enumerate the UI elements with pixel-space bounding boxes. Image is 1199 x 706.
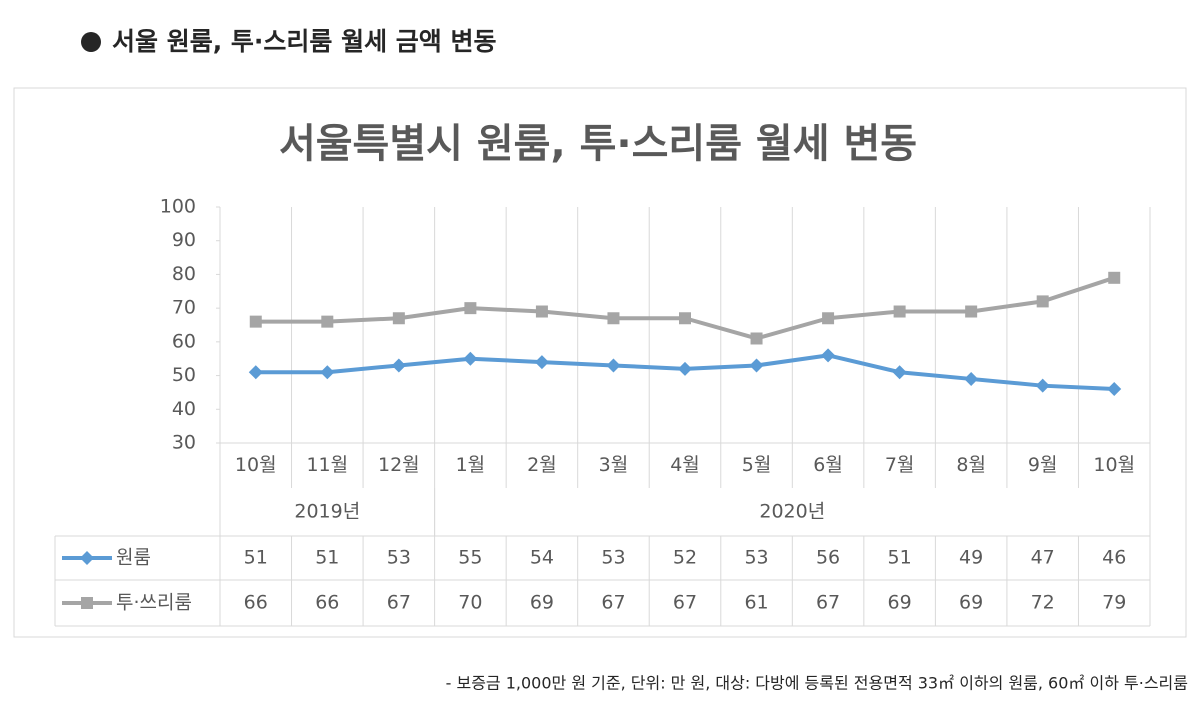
y-tick-label: 60 — [172, 330, 196, 352]
marker — [679, 312, 691, 325]
legend-marker — [80, 551, 94, 565]
table-value: 54 — [530, 547, 554, 569]
marker — [1036, 295, 1049, 308]
x-tick-label: 11월 — [306, 454, 348, 476]
series-line — [255, 275, 1115, 341]
x-tick-label: 10월 — [1093, 454, 1135, 476]
y-tick-label: 100 — [160, 196, 196, 218]
table-value: 70 — [458, 592, 482, 614]
table-value: 53 — [387, 547, 411, 569]
marker — [534, 355, 549, 370]
marker — [965, 305, 978, 318]
table-value: 56 — [816, 547, 840, 569]
heading: 서울 원룸, 투·스리룸 월세 금액 변동 — [112, 27, 497, 56]
marker — [964, 371, 979, 386]
legend-label: 투·쓰리룸 — [116, 592, 192, 614]
marker — [750, 332, 763, 345]
table-value: 67 — [816, 592, 840, 614]
x-tick-label: 6월 — [813, 454, 843, 476]
legend-label: 원룸 — [116, 547, 151, 569]
table-value: 53 — [601, 547, 625, 569]
marker — [1035, 378, 1050, 393]
table-value: 67 — [601, 592, 625, 614]
x-tick-label: 5월 — [742, 454, 772, 476]
table-value: 53 — [744, 547, 768, 569]
marker — [463, 351, 478, 366]
x-tick-label: 9월 — [1028, 454, 1058, 476]
table-value: 51 — [888, 547, 912, 569]
marker — [464, 302, 477, 315]
x-tick-label: 8월 — [956, 454, 986, 476]
marker — [822, 312, 835, 325]
marker — [1108, 271, 1121, 284]
chart-frame — [13, 87, 1187, 638]
year-label: 2020년 — [759, 501, 825, 523]
table-value: 67 — [387, 592, 411, 614]
legend-marker — [81, 597, 93, 609]
y-tick-label: 90 — [172, 229, 196, 251]
marker — [320, 365, 335, 380]
table-value: 49 — [959, 547, 983, 569]
y-tick-label: 80 — [172, 263, 196, 285]
year-label: 2019년 — [294, 501, 360, 523]
table-value: 47 — [1031, 547, 1055, 569]
table-value: 79 — [1102, 592, 1126, 614]
y-tick-label: 50 — [172, 364, 196, 386]
x-tick-label: 12월 — [378, 454, 420, 476]
marker — [606, 358, 621, 373]
table-value: 69 — [959, 592, 983, 614]
marker — [391, 358, 406, 373]
marker — [321, 315, 334, 328]
chart-title: 서울특별시 원룸, 투·스리룸 월세 변동 — [279, 121, 917, 167]
marker — [248, 365, 263, 380]
y-tick-label: 30 — [172, 432, 196, 454]
x-tick-label: 2월 — [527, 454, 557, 476]
marker — [249, 315, 262, 328]
marker — [821, 348, 836, 363]
y-tick-label: 40 — [172, 398, 196, 420]
marker — [535, 305, 548, 318]
x-tick-label: 7월 — [885, 454, 915, 476]
x-tick-label: 3월 — [599, 454, 629, 476]
y-tick-label: 70 — [172, 297, 196, 319]
table-value: 66 — [315, 592, 339, 614]
table-value: 46 — [1102, 547, 1126, 569]
marker — [607, 312, 620, 325]
table-value: 51 — [315, 547, 339, 569]
marker — [392, 312, 405, 325]
table-value: 61 — [744, 592, 768, 614]
footnote: - 보증금 1,000만 원 기준, 단위: 만 원, 대상: 다방에 등록된 … — [446, 674, 1188, 693]
marker — [1107, 382, 1122, 397]
marker — [892, 365, 907, 380]
marker — [678, 361, 692, 376]
x-tick-label: 1월 — [456, 454, 486, 476]
table-value: 69 — [530, 592, 554, 614]
table-value: 69 — [888, 592, 912, 614]
marker — [893, 305, 906, 318]
marker — [749, 358, 764, 373]
bullet — [81, 32, 101, 52]
table-value: 72 — [1031, 592, 1055, 614]
x-tick-label: 4월 — [670, 454, 700, 476]
table-value: 66 — [244, 592, 268, 614]
x-tick-label: 10월 — [235, 454, 277, 476]
table-value: 51 — [244, 547, 268, 569]
table-value: 55 — [458, 547, 482, 569]
table-value: 67 — [673, 592, 697, 614]
table-value: 52 — [673, 547, 697, 569]
